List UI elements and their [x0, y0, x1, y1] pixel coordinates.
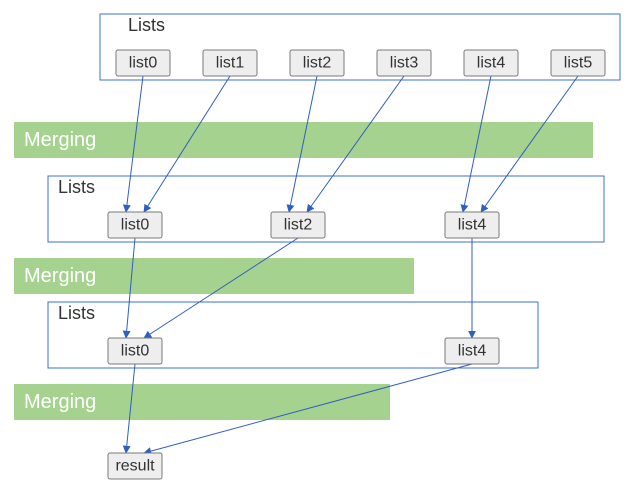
node-label: list0 [121, 217, 150, 234]
node-label: list5 [564, 55, 593, 72]
panel-title: Lists [58, 177, 95, 197]
node-label: result [115, 458, 155, 475]
merge-diagram: Merging Merging Merging Lists Lists Lists list… [0, 0, 637, 504]
merge-label: Merging [24, 129, 96, 151]
lists-panel [100, 14, 620, 80]
node-label: list2 [284, 217, 313, 234]
node-label: list0 [121, 343, 150, 360]
node-label: list3 [390, 55, 419, 72]
node-label: list4 [477, 55, 506, 72]
node-label: list4 [458, 217, 487, 234]
node-label: list4 [458, 343, 487, 360]
node-label: list0 [129, 55, 158, 72]
merge-label: Merging [24, 391, 96, 413]
panel-title: Lists [58, 303, 95, 323]
node-label: list2 [303, 55, 332, 72]
panel-title: Lists [128, 15, 165, 35]
merge-label: Merging [24, 265, 96, 287]
node-label: list1 [216, 55, 245, 72]
